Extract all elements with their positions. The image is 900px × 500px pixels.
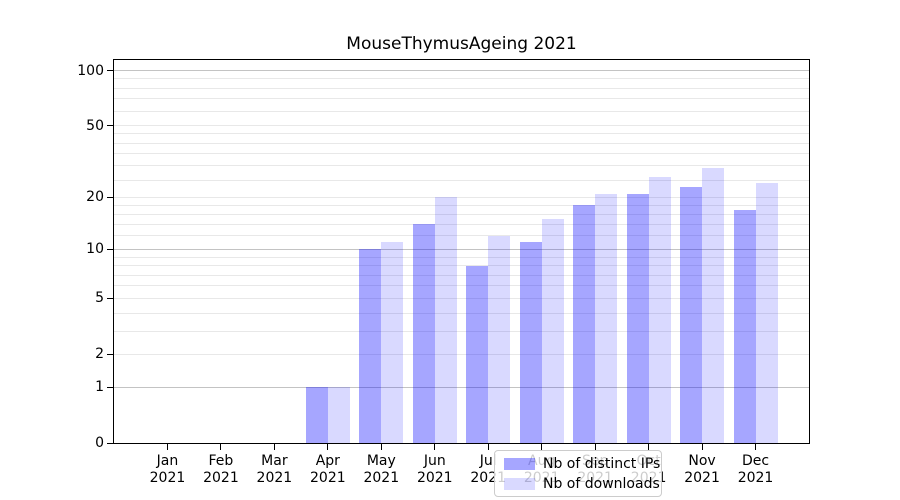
x-tick-mark-jul <box>487 444 489 450</box>
bar-ips-may <box>359 249 382 443</box>
y-tick-mark-1 <box>107 386 114 388</box>
gridline-minor-80 <box>114 87 809 89</box>
bar-downloads-oct <box>648 176 671 443</box>
gridline-minor-5 <box>114 297 809 299</box>
gridline-minor-35 <box>114 153 809 155</box>
y-tick-mark-10 <box>107 248 114 250</box>
legend-item-downloads: Nb of downloads <box>504 476 661 492</box>
bar-downloads-jun <box>434 197 457 443</box>
legend-item-distinct-ips: Nb of distinct IPs <box>504 456 661 472</box>
x-tick-mark-mar <box>273 444 275 450</box>
x-tick-label-mar: Mar 2021 <box>256 453 293 486</box>
legend-label-distinct-ips: Nb of distinct IPs <box>543 455 661 472</box>
x-tick-mark-aug <box>541 444 543 450</box>
x-tick-label-nov: Nov 2021 <box>684 453 720 486</box>
y-tick-mark-100 <box>107 70 114 71</box>
bar-downloads-may <box>381 242 404 443</box>
gridline-minor-25 <box>114 179 809 181</box>
x-tick-mark-dec <box>755 444 757 450</box>
y-tick-mark-2 <box>107 353 114 355</box>
gridline-minor-70 <box>114 98 809 100</box>
x-tick-label-dec: Dec 2021 <box>737 453 774 486</box>
gridline-minor-18 <box>114 204 809 206</box>
bars-layer <box>114 60 809 443</box>
y-tick-label-10: 10 <box>86 241 104 258</box>
gridline-minor-20 <box>114 196 809 198</box>
gridline-minor-4 <box>114 312 809 314</box>
x-tick-label-apr: Apr 2021 <box>310 453 346 486</box>
legend-label-downloads: Nb of downloads <box>543 475 660 492</box>
bar-downloads-jul <box>488 235 511 443</box>
gridline-minor-16 <box>114 213 809 215</box>
bar-ips-jun <box>412 224 435 443</box>
legend-swatch-downloads <box>504 477 535 490</box>
legend: Nb of distinct IPs Nb of downloads <box>494 450 662 497</box>
gridline-minor-8 <box>114 265 809 267</box>
gridline-minor-60 <box>114 110 809 112</box>
gridline-minor-2 <box>114 353 809 355</box>
gridline-major-100 <box>114 70 809 71</box>
gridline-minor-7 <box>114 274 809 276</box>
bar-ips-aug <box>519 242 542 443</box>
y-tick-mark-0 <box>107 442 114 444</box>
bar-ips-apr <box>305 387 328 443</box>
bar-downloads-sep <box>595 193 618 443</box>
x-tick-mark-nov <box>701 444 703 450</box>
bar-downloads-nov <box>702 168 725 443</box>
gridline-minor-9 <box>114 256 809 258</box>
y-tick-mark-20 <box>107 196 114 198</box>
plot-area: Nb of distinct IPs Nb of downloads <box>113 59 810 497</box>
bar-ips-nov <box>680 186 703 443</box>
gridline-minor-50 <box>114 125 809 127</box>
x-tick-mark-apr <box>327 444 329 450</box>
y-tick-label-2: 2 <box>95 346 104 363</box>
y-tick-label-20: 20 <box>86 189 104 206</box>
gridline-minor-6 <box>114 285 809 287</box>
x-tick-label-feb: Feb 2021 <box>203 453 239 486</box>
bar-downloads-dec <box>755 183 778 443</box>
bar-downloads-aug <box>541 219 564 443</box>
x-tick-label-may: May 2021 <box>363 453 400 486</box>
gridline-minor-12 <box>114 235 809 237</box>
bar-ips-oct <box>626 193 649 443</box>
x-tick-mark-jan <box>166 444 168 450</box>
bar-ips-sep <box>573 205 596 443</box>
y-tick-mark-5 <box>107 297 114 299</box>
bar-ips-dec <box>733 209 756 443</box>
gridline-minor-40 <box>114 142 809 144</box>
gridline-minor-3 <box>114 330 809 332</box>
y-tick-label-1: 1 <box>95 379 104 396</box>
chart-title: MouseThymusAgeing 2021 <box>346 34 577 54</box>
gridline-minor-30 <box>114 165 809 167</box>
gridline-minor-14 <box>114 223 809 225</box>
x-tick-mark-oct <box>648 444 650 450</box>
x-tick-mark-feb <box>220 444 222 450</box>
x-tick-mark-jun <box>434 444 436 450</box>
x-tick-label-jan: Jan 2021 <box>149 453 186 486</box>
gridline-major-1 <box>114 386 809 388</box>
x-tick-label-jun: Jun 2021 <box>416 453 453 486</box>
bar-ips-jul <box>466 265 489 443</box>
y-tick-label-50: 50 <box>86 117 104 134</box>
legend-swatch-distinct-ips <box>504 457 535 470</box>
gridline-major-10 <box>114 248 809 250</box>
y-tick-label-0: 0 <box>95 435 104 451</box>
bar-downloads-apr <box>327 387 350 443</box>
y-tick-label-100: 100 <box>77 62 104 79</box>
grid-layer <box>114 60 809 443</box>
gridline-minor-45 <box>114 133 809 135</box>
y-tick-mark-50 <box>107 125 114 127</box>
y-tick-label-5: 5 <box>95 290 104 307</box>
gridline-minor-90 <box>114 78 809 80</box>
x-tick-mark-sep <box>594 444 596 450</box>
x-tick-mark-may <box>380 444 382 450</box>
